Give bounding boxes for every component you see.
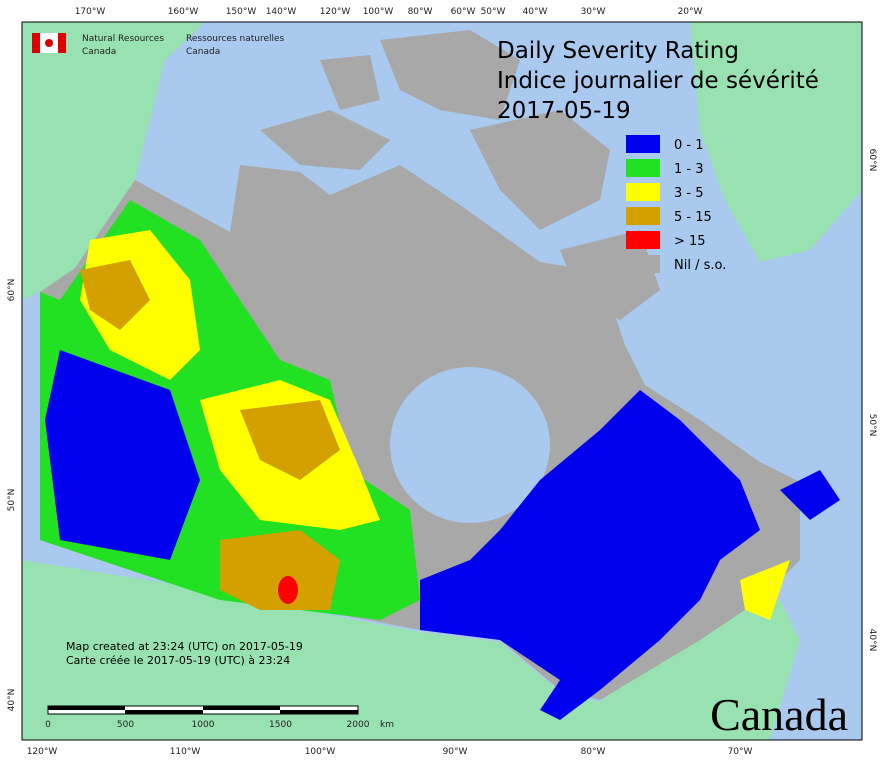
scale-labels: 0 500 1000 1500 2000 km <box>45 720 394 730</box>
title: Daily Severity Rating <box>497 38 739 64</box>
note: Carte créée le 2017-05-19 (UTC) à 23:24 <box>66 654 290 667</box>
scale-label: 500 <box>117 720 134 730</box>
lon-label: 40°W <box>523 7 548 17</box>
logo: Natural Resources Canada Ressources natu… <box>32 33 285 57</box>
agency-en: Canada <box>82 47 116 57</box>
agency-en: Natural Resources <box>82 34 164 44</box>
legend-swatch <box>626 255 660 273</box>
lon-label: 160°W <box>168 7 199 17</box>
lon-label: 120°W <box>320 7 351 17</box>
severity-zones <box>40 200 840 720</box>
scale-bar <box>47 705 359 715</box>
lon-label: 20°W <box>678 7 703 17</box>
legend-swatch <box>626 231 660 249</box>
lon-label: 170°W <box>75 7 106 17</box>
agency-fr: Canada <box>186 47 220 57</box>
land-foreign <box>22 22 862 740</box>
lat-label: 40°N <box>867 629 877 652</box>
frame <box>21 21 863 741</box>
wordmark: Canada <box>710 689 848 740</box>
lon-label: 30°W <box>581 7 606 17</box>
lat-label: 60°N <box>867 149 877 172</box>
legend-swatch <box>626 207 660 225</box>
lat-label: 60°N <box>7 279 17 302</box>
graticule: 170°W 160°W 150°W 140°W 120°W 100°W 80°W 60°W 50… <box>7 7 877 757</box>
lon-label: 100°W <box>363 7 394 17</box>
legend-label: 3 - 5 <box>674 186 704 201</box>
scale-unit: km <box>380 720 394 730</box>
lon-label: 60°W <box>451 7 476 17</box>
legend: 0 - 1 1 - 3 3 - 5 5 - 15 > 15 Nil / s.o. <box>626 135 726 273</box>
legend-swatch <box>626 159 660 177</box>
legend-swatch <box>626 135 660 153</box>
scale-label: 2000 <box>347 720 370 730</box>
lon-label: 80°W <box>581 747 606 757</box>
lat-label: 40°N <box>7 689 17 712</box>
lon-label: 80°W <box>408 7 433 17</box>
lon-label: 70°W <box>728 747 753 757</box>
scale-label: 1000 <box>192 720 215 730</box>
lon-label: 50°W <box>481 7 506 17</box>
lon-label: 150°W <box>226 7 257 17</box>
scale-label: 1500 <box>269 720 292 730</box>
date: 2017-05-19 <box>497 98 631 124</box>
lon-label: 110°W <box>170 747 201 757</box>
lon-label: 100°W <box>305 747 336 757</box>
note: Map created at 23:24 (UTC) on 2017-05-19 <box>66 640 303 653</box>
lon-label: 90°W <box>443 747 468 757</box>
legend-label: 1 - 3 <box>674 162 704 177</box>
legend-label: 5 - 15 <box>674 210 712 225</box>
legend-label: 0 - 1 <box>674 138 704 153</box>
lon-label: 120°W <box>27 747 58 757</box>
lat-label: 50°N <box>7 489 17 512</box>
scale-label: 0 <box>45 720 51 730</box>
agency-fr: Ressources naturelles <box>186 34 285 44</box>
legend-label: Nil / s.o. <box>674 258 726 273</box>
legend-label: > 15 <box>674 234 706 249</box>
legend-swatch <box>626 183 660 201</box>
hudson-bay <box>390 367 550 523</box>
title: Indice journalier de sévérité <box>497 68 819 94</box>
lat-label: 50°N <box>867 414 877 437</box>
lon-label: 140°W <box>266 7 297 17</box>
